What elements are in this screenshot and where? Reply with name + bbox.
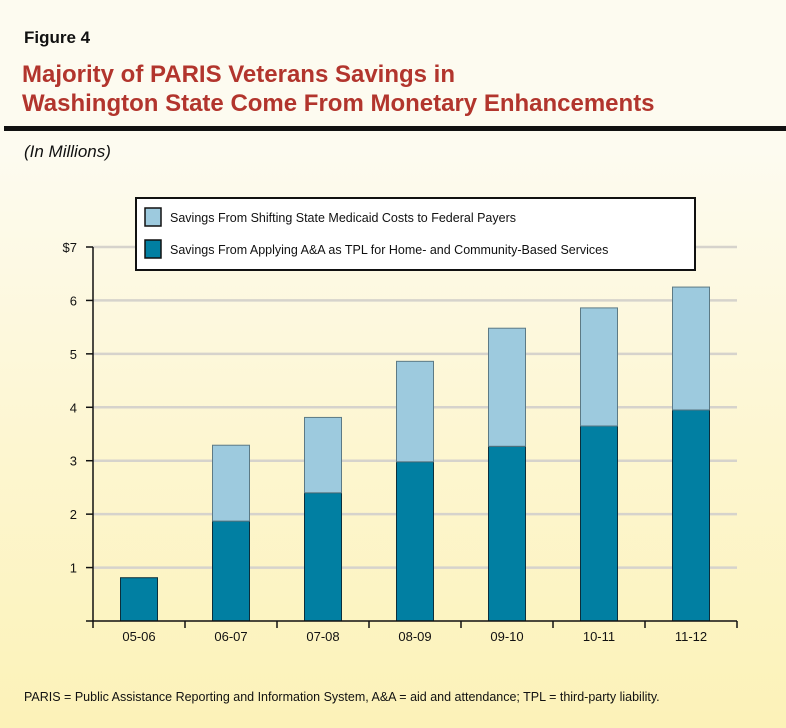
y-tick-label: 6 [70, 293, 77, 308]
bar-aa-tpl-09-10 [488, 445, 526, 622]
bar-medicaid-shift-07-08 [304, 416, 342, 494]
title-divider [4, 126, 786, 131]
legend-label: Savings From Applying A&A as TPL for Hom… [170, 243, 608, 257]
units-label: (In Millions) [24, 142, 111, 161]
figure-label: Figure 4 [24, 28, 91, 47]
y-tick-label: $7 [63, 240, 77, 255]
chart-title: Majority of PARIS Veterans Savings in Wa… [22, 60, 655, 118]
x-tick-label: 07-08 [306, 629, 339, 644]
x-tick-label: 06-07 [214, 629, 247, 644]
bar-medicaid-shift-11-12 [672, 286, 710, 411]
bar-aa-tpl-10-11 [580, 425, 618, 622]
legend-label: Savings From Shifting State Medicaid Cos… [170, 211, 516, 225]
title-line-2: Washington State Come From Monetary Enha… [22, 90, 655, 117]
y-tick-label: 5 [70, 347, 77, 362]
y-tick-label: 3 [70, 454, 77, 469]
bar-medicaid-shift-09-10 [488, 327, 526, 447]
y-tick-label: 4 [70, 400, 77, 415]
bar-aa-tpl-08-09 [396, 461, 434, 622]
legend: Savings From Shifting State Medicaid Cos… [135, 197, 696, 271]
bar-medicaid-shift-08-09 [396, 360, 434, 463]
footnote: PARIS = Public Assistance Reporting and … [24, 690, 660, 704]
x-tick-label: 11-12 [675, 629, 707, 644]
legend-swatch [144, 207, 162, 227]
y-tick-label: 1 [70, 561, 77, 576]
bar-medicaid-shift-06-07 [212, 444, 250, 522]
bar-aa-tpl-11-12 [672, 409, 710, 622]
bar-aa-tpl-07-08 [304, 492, 342, 622]
legend-swatch [144, 239, 162, 259]
x-tick-label: 09-10 [490, 629, 523, 644]
bar-aa-tpl-05-06 [120, 577, 158, 622]
legend-box [135, 197, 696, 271]
x-tick-label: 08-09 [398, 629, 431, 644]
y-tick-label: 2 [70, 507, 77, 522]
bar-aa-tpl-06-07 [212, 520, 250, 622]
title-line-1: Majority of PARIS Veterans Savings in [22, 61, 456, 88]
x-tick-label: 05-06 [122, 629, 155, 644]
x-tick-label: 10-11 [583, 629, 615, 644]
bar-medicaid-shift-10-11 [580, 307, 618, 427]
